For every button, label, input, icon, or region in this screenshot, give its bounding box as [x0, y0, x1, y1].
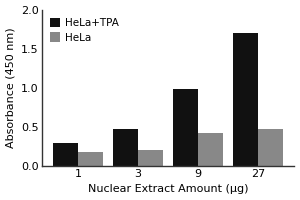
Legend: HeLa+TPA, HeLa: HeLa+TPA, HeLa — [47, 15, 122, 46]
Bar — [138, 150, 163, 166]
Bar — [78, 152, 103, 166]
Y-axis label: Absorbance (450 nm): Absorbance (450 nm) — [6, 28, 16, 148]
Bar — [258, 129, 283, 166]
Bar — [173, 89, 198, 166]
Bar — [113, 129, 138, 166]
X-axis label: Nuclear Extract Amount (μg): Nuclear Extract Amount (μg) — [88, 184, 248, 194]
Bar — [198, 133, 223, 166]
Bar — [233, 33, 258, 166]
Bar — [53, 143, 78, 166]
